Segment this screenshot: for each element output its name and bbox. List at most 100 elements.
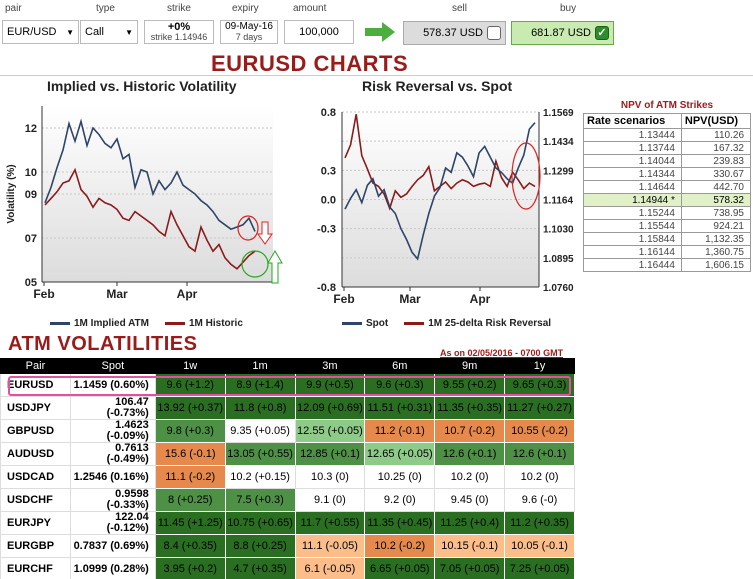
table-row: GBPUSD 1.4623 (-0.09%) 9.8 (+0.3) 9.35 (+0.… bbox=[0, 419, 575, 443]
legend-implied: 1M Implied ATM bbox=[74, 318, 149, 329]
vol-cell: 8.4 (+0.35) bbox=[154, 534, 226, 558]
type-header: type bbox=[96, 3, 115, 14]
as-of-date[interactable]: As on 02/05/2016 - 0700 GMT bbox=[440, 348, 564, 358]
amount-value: 100,000 bbox=[299, 26, 339, 38]
table-row: AUDUSD 0.7613 (-0.49%) 15.6 (-0.1) 13.05 (+… bbox=[0, 442, 575, 466]
risk-reversal-chart: -0.8 1.0760 1.0895 -0.3 1.1030 0.0 1.1164 0.3 1.… bbox=[317, 107, 574, 306]
strike-field[interactable]: +0% strike 1.14946 bbox=[144, 20, 214, 44]
y-right-tick-label: 1.1030 bbox=[543, 225, 574, 236]
y-left-tick-label: 0.0 bbox=[321, 195, 336, 207]
x-tick-label: Mar bbox=[106, 287, 128, 301]
pair-select[interactable]: EUR/USD ▼ bbox=[2, 20, 79, 44]
arrow-right-icon bbox=[365, 22, 395, 42]
vol-cell: 11.8 (+0.8) bbox=[224, 396, 296, 420]
col-header-spot: Spot bbox=[69, 358, 156, 374]
table-row: EURCHF 1.0999 (0.28%) 3.95 (+0.2) 4.7 (+0.3… bbox=[0, 557, 575, 579]
table-row: USDJPY 106.47 (-0.73%) 13.92 (+0.37) 11.8 (… bbox=[0, 396, 575, 420]
amount-input[interactable]: 100,000 bbox=[284, 20, 354, 44]
spot-cell: 1.0999 (0.28%) bbox=[69, 557, 156, 579]
vol-cell: 10.2 (0) bbox=[434, 465, 506, 489]
expiry-header: expiry bbox=[232, 3, 259, 14]
npv-col-npv: NPV(USD) bbox=[680, 113, 752, 129]
table-row: EURUSD 1.1459 (0.60%) 9.6 (+1.2) 8.9 (+1.4)… bbox=[0, 373, 575, 397]
legend-spot: Spot bbox=[366, 318, 389, 329]
eurusd-row-highlight bbox=[8, 376, 571, 396]
vol-cell: 10.2 (+0.15) bbox=[224, 465, 296, 489]
vol-cell: 11.2 (+0.35) bbox=[504, 511, 575, 535]
vol-cell: 11.7 (+0.55) bbox=[294, 511, 366, 535]
spot-cell: 122.04 (-0.12%) bbox=[69, 511, 156, 535]
y-right-tick-label: 1.1164 bbox=[543, 196, 573, 207]
y-left-tick-label: 0.8 bbox=[321, 107, 336, 119]
npv-rate-cell: 1.16144 bbox=[583, 245, 682, 259]
series-line-implied bbox=[44, 118, 256, 232]
vol-cell: 13.92 (+0.37) bbox=[154, 396, 226, 420]
spot-cell: 1.4623 (-0.09%) bbox=[69, 419, 156, 443]
pair-select-value: EUR/USD bbox=[7, 26, 57, 38]
expiry-date: 09-May-16 bbox=[225, 21, 273, 32]
chevron-down-icon: ▼ bbox=[66, 27, 74, 37]
vol-cell: 15.6 (-0.1) bbox=[154, 442, 226, 466]
npv-row: 1.16444 1,606.15 bbox=[583, 258, 752, 272]
legend-swatch-spot bbox=[342, 322, 362, 325]
buy-checkbox[interactable]: ✓ bbox=[595, 26, 609, 40]
vol-cell: 12.55 (+0.05) bbox=[294, 419, 366, 443]
y-right-tick-label: 1.1434 bbox=[543, 137, 574, 148]
npv-row: 1.14944 * 578.32 bbox=[583, 193, 752, 207]
expiry-field[interactable]: 09-May-16 7 days bbox=[220, 20, 278, 44]
y-right-tick-label: 1.1569 bbox=[543, 108, 574, 119]
npv-rate-cell: 1.15844 bbox=[583, 232, 682, 246]
sell-price: 578.37 USD bbox=[423, 27, 483, 39]
spot-cell: 106.47 (-0.73%) bbox=[69, 396, 156, 420]
chevron-down-icon: ▼ bbox=[125, 27, 133, 37]
vol-cell: 10.2 (0) bbox=[504, 465, 575, 489]
spot-cell: 1.2546 (0.16%) bbox=[69, 465, 156, 489]
vol-cell: 10.25 (0) bbox=[364, 465, 436, 489]
npv-value-cell: 738.95 bbox=[680, 206, 752, 220]
legend-swatch-implied bbox=[50, 322, 70, 325]
strike-value: strike 1.14946 bbox=[150, 32, 208, 42]
type-select[interactable]: Call ▼ bbox=[80, 20, 138, 44]
npv-value-cell: 330.67 bbox=[680, 167, 752, 181]
x-tick-label: Apr bbox=[470, 292, 491, 306]
pair-cell: EURJPY bbox=[0, 511, 71, 535]
col-header-pair: Pair bbox=[0, 358, 71, 374]
vol-cell: 10.05 (-0.1) bbox=[504, 534, 575, 558]
sell-checkbox[interactable] bbox=[487, 26, 501, 40]
y-left-tick-label: 0.3 bbox=[321, 165, 336, 177]
arrow-up-icon bbox=[267, 250, 283, 284]
y-axis-label: Volatility (%) bbox=[6, 164, 17, 223]
pair-header: pair bbox=[5, 3, 22, 14]
vol-cell: 10.15 (-0.1) bbox=[434, 534, 506, 558]
divider bbox=[0, 75, 753, 76]
vol-cell: 7.25 (+0.05) bbox=[504, 557, 575, 579]
npv-row: 1.15844 1,132.35 bbox=[583, 232, 752, 246]
vol-cell: 9.45 (0) bbox=[434, 488, 506, 512]
series-line-historic bbox=[44, 167, 256, 270]
spot-cell: 0.7837 (0.69%) bbox=[69, 534, 156, 558]
vol-cell: 11.27 (+0.27) bbox=[504, 396, 575, 420]
y-right-tick-label: 1.0760 bbox=[543, 283, 574, 294]
strike-header: strike bbox=[167, 3, 191, 14]
pair-cell: AUDUSD bbox=[0, 442, 71, 466]
legend-swatch-rr bbox=[404, 322, 425, 325]
buy-button[interactable]: 681.87 USD ✓ bbox=[511, 21, 614, 45]
y-right-tick-label: 1.0895 bbox=[543, 254, 574, 265]
vol-cell: 12.65 (+0.05) bbox=[364, 442, 436, 466]
buy-header: buy bbox=[560, 3, 577, 14]
arrow-down-icon bbox=[257, 221, 273, 245]
spot-cell: 0.7613 (-0.49%) bbox=[69, 442, 156, 466]
atm-vol-title: ATM VOLATILITIES bbox=[8, 333, 198, 355]
vol-cell: 11.51 (+0.31) bbox=[364, 396, 436, 420]
vol-cell: 11.25 (+0.4) bbox=[434, 511, 506, 535]
pair-cell: GBPUSD bbox=[0, 419, 71, 443]
col-header-6m: 6m bbox=[364, 358, 436, 374]
annotation-circle-green bbox=[241, 250, 269, 278]
volatility-chart: 05 07 09 10 12 Feb Mar Apr Volatility (%) bbox=[6, 106, 283, 301]
npv-row: 1.14044 239.83 bbox=[583, 154, 752, 168]
y-tick-label: 07 bbox=[25, 233, 37, 245]
y-tick-label: 12 bbox=[25, 123, 37, 135]
sell-button[interactable]: 578.37 USD bbox=[403, 21, 506, 45]
atm-vol-table: Pair Spot 1w 1m 3m 6m 9m 1y EURUSD 1.1459 (0.60%… bbox=[0, 358, 575, 579]
